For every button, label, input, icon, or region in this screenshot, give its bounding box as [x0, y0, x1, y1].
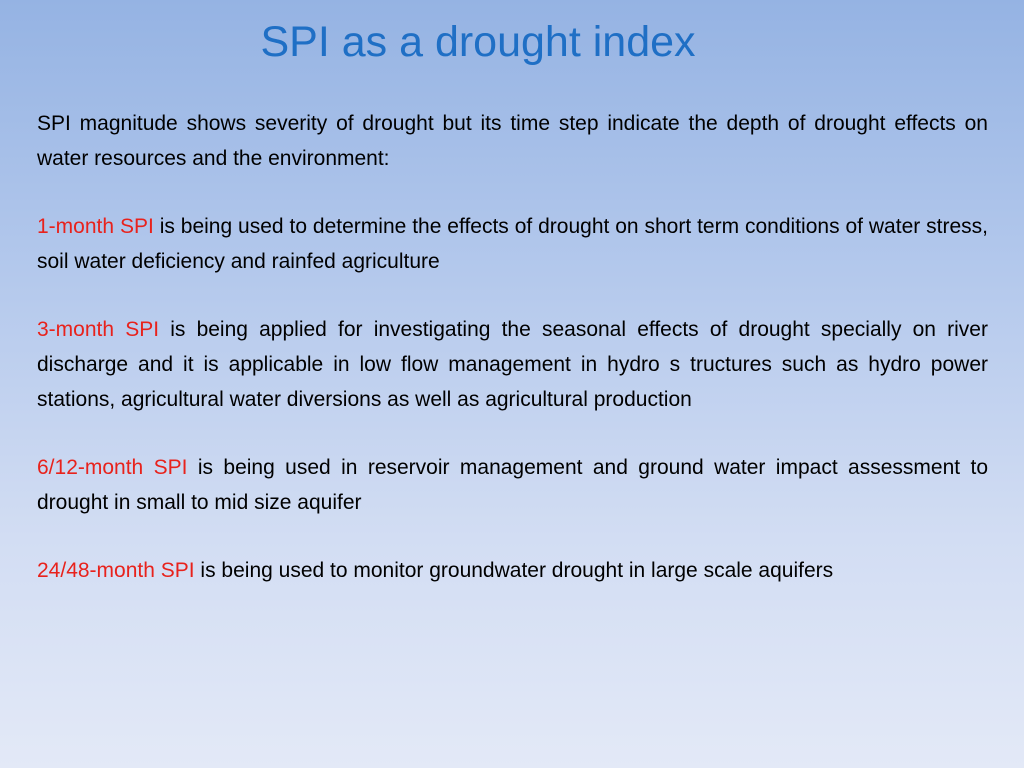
- term-3-month-spi: 3-month SPI: [37, 318, 160, 341]
- paragraph-6-12-month-spi: 6/12-month SPI is being used in reservoi…: [37, 450, 988, 520]
- term-24-48-month-spi: 24/48-month SPI: [37, 559, 195, 582]
- paragraph-3-month-spi: 3-month SPI is being applied for investi…: [37, 312, 988, 417]
- description-3-month-spi: is being applied for investigating the s…: [37, 318, 988, 411]
- intro-paragraph: SPI magnitude shows severity of drought …: [37, 112, 988, 170]
- description-24-48-month-spi: is being used to monitor groundwater dro…: [194, 559, 834, 582]
- slide-title: SPI as a drought index: [260, 18, 696, 66]
- paragraph-24-48-month-spi: 24/48-month SPI is being used to monitor…: [37, 553, 988, 588]
- description-1-month-spi: is being used to determine the effects o…: [37, 215, 988, 273]
- term-1-month-spi: 1-month SPI: [37, 215, 154, 238]
- slide-body: SPI magnitude shows severity of drought …: [37, 106, 988, 621]
- description-6-12-month-spi: is being used in reservoir management an…: [37, 456, 988, 514]
- term-6-12-month-spi: 6/12-month SPI: [37, 456, 188, 479]
- paragraph-1-month-spi: 1-month SPI is being used to determine t…: [37, 209, 988, 279]
